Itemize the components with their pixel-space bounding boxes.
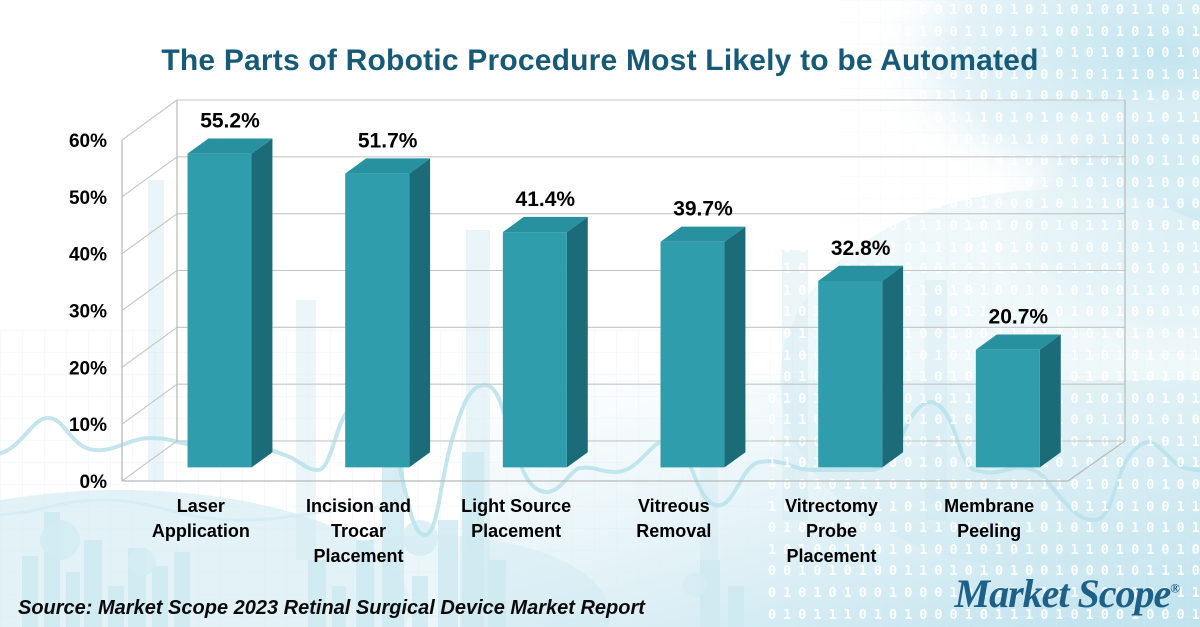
category-label: Laser Application: [151, 496, 250, 541]
market-scope-logo: Market Scope®: [955, 570, 1180, 617]
bar-0: 55.2%: [187, 109, 273, 468]
data-label: 32.8%: [831, 237, 891, 260]
data-label: 20.7%: [989, 306, 1049, 329]
y-tick-label: 0%: [80, 472, 108, 493]
category-label: Vitreous Removal: [636, 496, 712, 541]
y-tick-label: 60%: [69, 131, 107, 152]
bar-3: 39.7%: [660, 198, 746, 468]
category-label: Membrane Peeling: [944, 496, 1035, 541]
category-label: Light Source Placement: [461, 496, 572, 541]
y-tick-label: 50%: [69, 188, 107, 209]
y-tick-label: 10%: [69, 415, 107, 436]
watermark-dots: [40, 520, 707, 597]
category-label: Incision and Trocar Placement: [305, 496, 411, 566]
page-title: The Parts of Robotic Procedure Most Like…: [161, 44, 1039, 78]
source-note: Source: Market Scope 2023 Retinal Surgic…: [18, 597, 645, 619]
data-label: 55.2%: [200, 109, 260, 132]
registered-mark: ®: [1170, 580, 1180, 596]
data-label: 51.7%: [358, 129, 418, 152]
y-tick-label: 20%: [69, 358, 107, 379]
logo-text: Market Scope: [954, 571, 1172, 616]
y-tick-label: 40%: [69, 245, 107, 266]
bar-4: 32.8%: [818, 237, 904, 468]
category-label: Vitrectomy Probe Placement: [785, 496, 878, 566]
y-tick-label: 30%: [69, 302, 107, 323]
bar-5: 20.7%: [975, 306, 1061, 468]
data-label: 41.4%: [516, 188, 576, 211]
data-label: 39.7%: [673, 198, 733, 221]
bar-2: 41.4%: [502, 188, 588, 468]
watermark-waveform: [0, 382, 1200, 538]
bar-1: 51.7%: [345, 129, 431, 468]
